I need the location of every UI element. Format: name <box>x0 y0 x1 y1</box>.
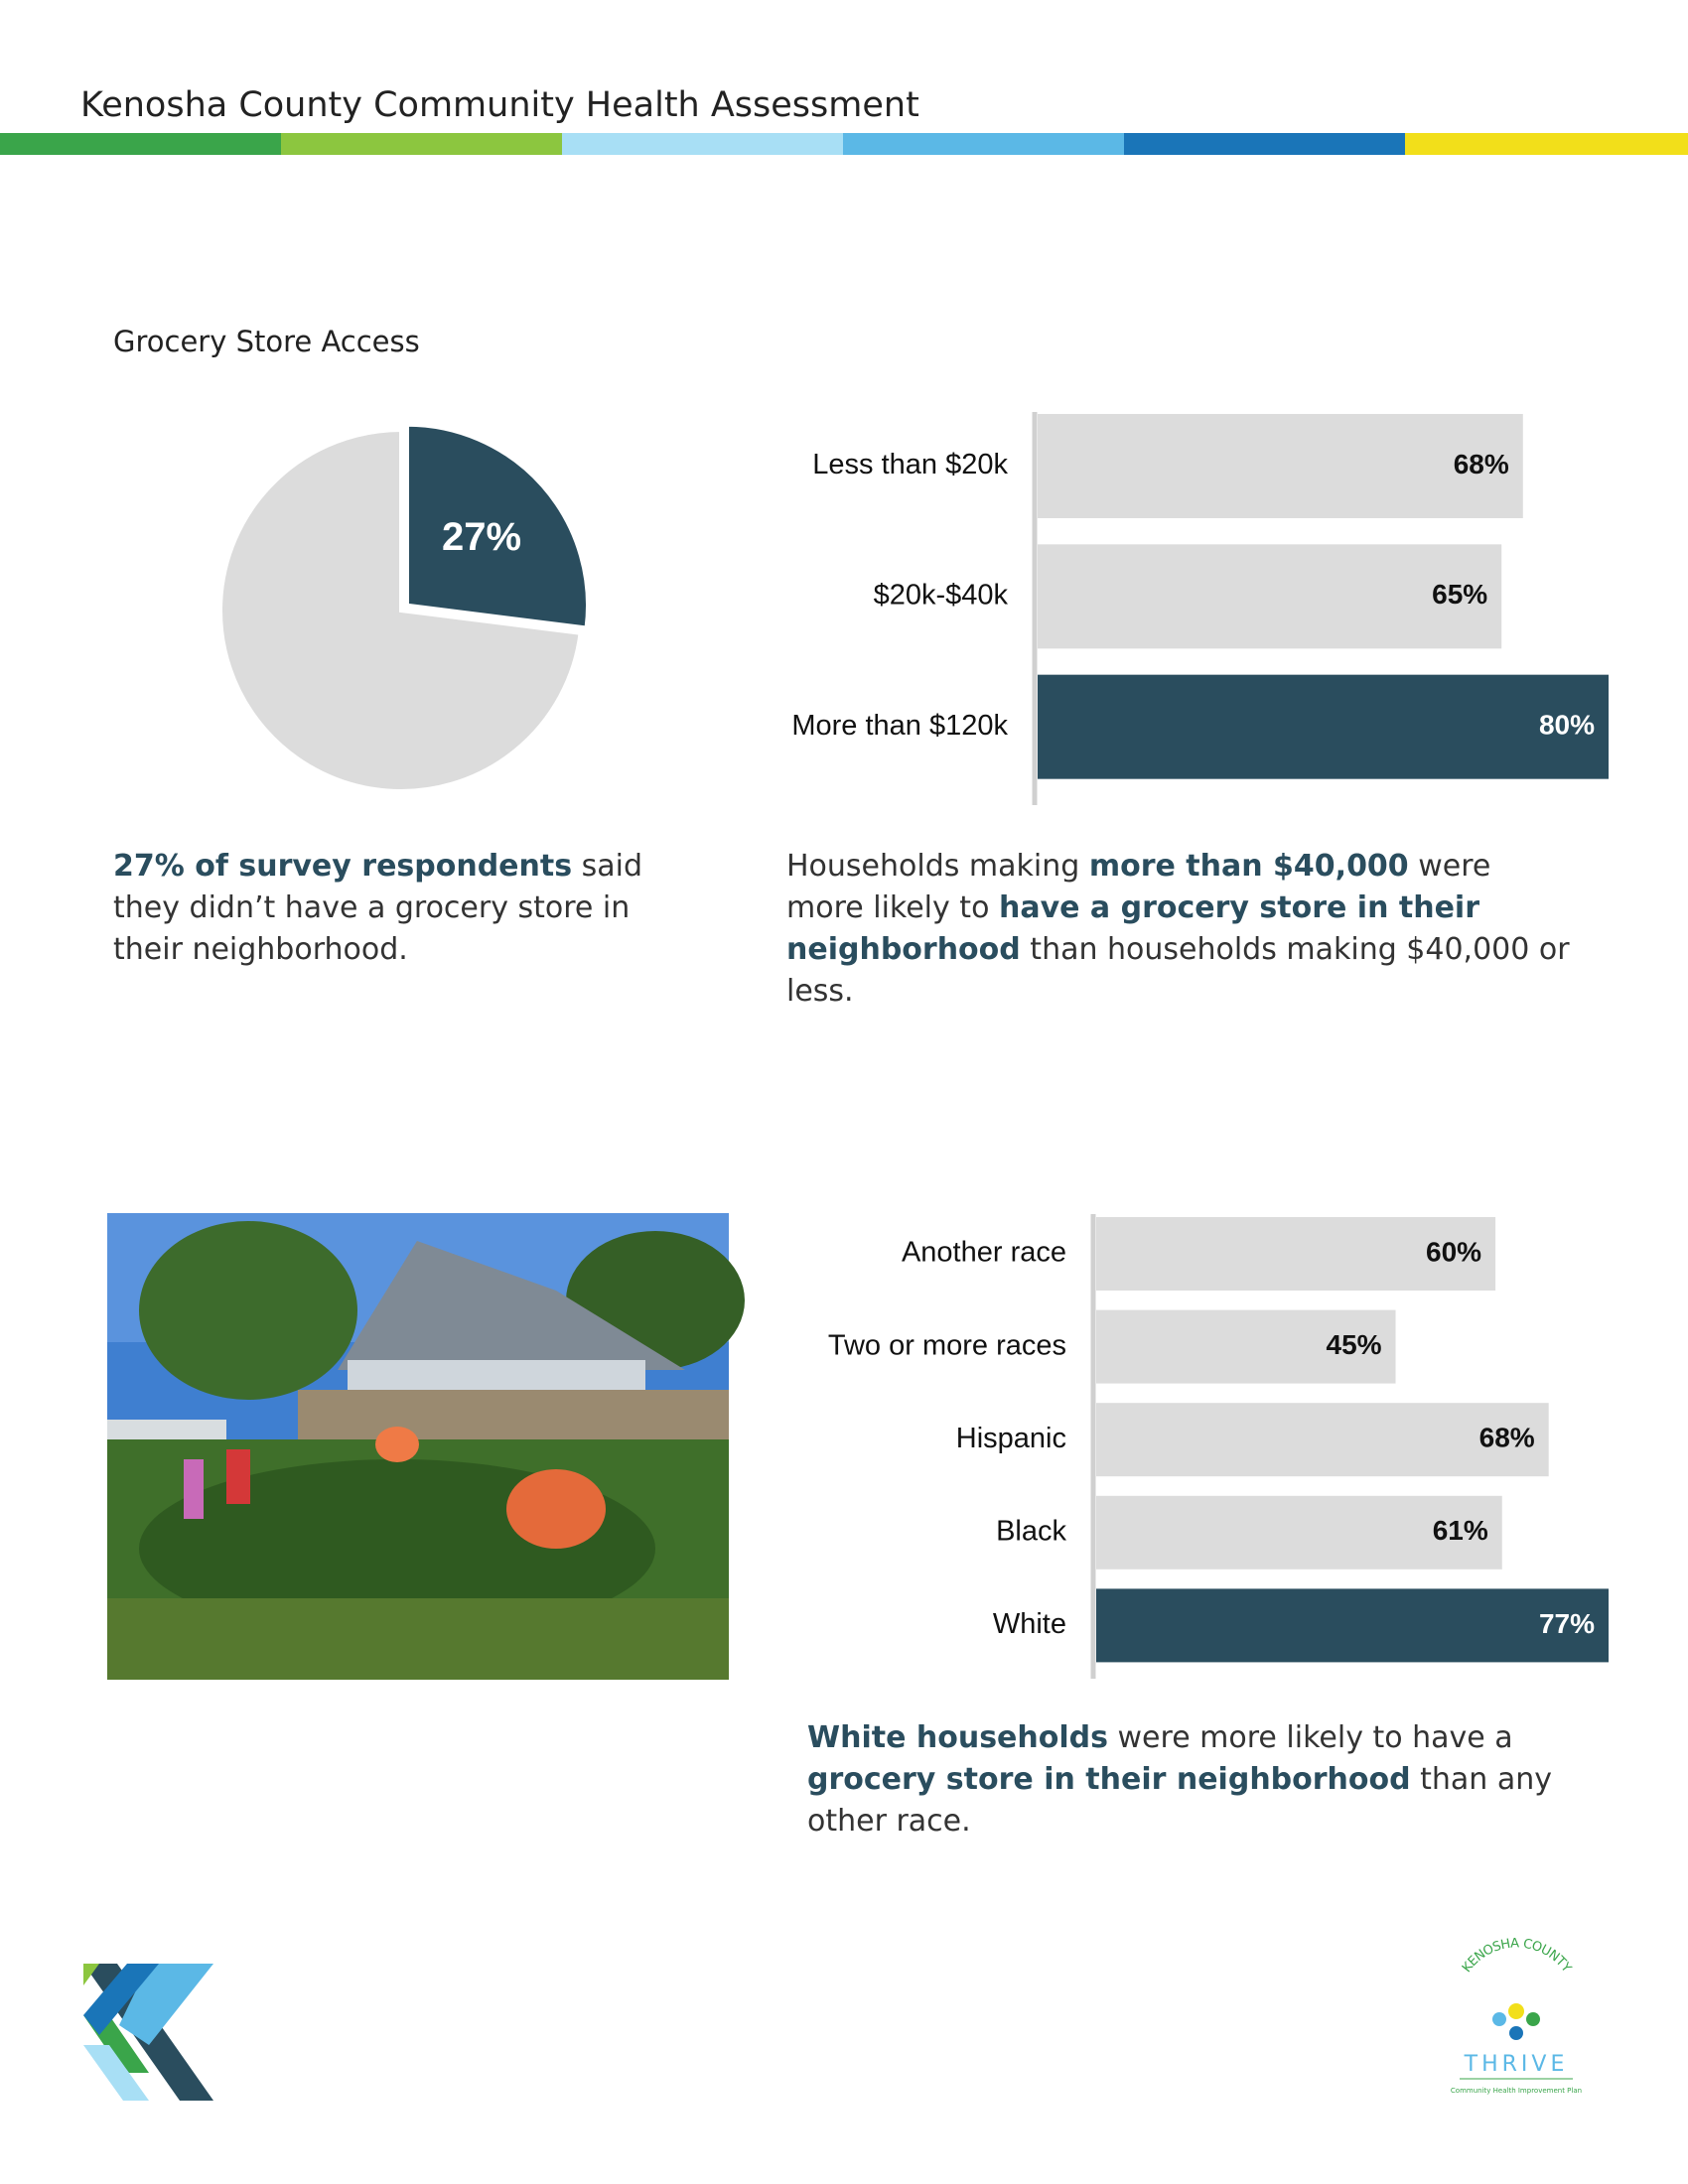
caption-text: said they didn’t have a grocery store in… <box>113 849 643 967</box>
data-label: 80% <box>1539 710 1595 741</box>
bar <box>1096 1403 1549 1477</box>
category-label: Hispanic <box>956 1423 1066 1454</box>
category-label: Less than $20k <box>812 449 1008 480</box>
color-band <box>0 133 1688 155</box>
caption-text: were more likely to <box>786 849 1491 925</box>
section-title: Grocery Store Access <box>113 325 420 358</box>
caption-text: grocery store in their neighborhood <box>807 1762 1411 1797</box>
data-label: 60% <box>1426 1236 1481 1267</box>
logo-sub: Community Health Improvement Plan <box>1451 2087 1582 2095</box>
data-label: 68% <box>1454 449 1509 479</box>
category-label: White <box>993 1608 1066 1640</box>
caption-text: more than $40,000 <box>1088 849 1409 884</box>
category-label: $20k-$40k <box>874 579 1009 611</box>
data-label: 65% <box>1432 579 1487 610</box>
caption-text: than any other race. <box>807 1762 1553 1839</box>
category-label: Black <box>996 1515 1066 1547</box>
caption-text: Households making <box>786 849 1089 884</box>
logo-word: THRIVE <box>1464 2052 1569 2077</box>
category-label: Two or more races <box>828 1329 1066 1361</box>
bar <box>1038 414 1523 518</box>
caption: Households making more than $40,000 were… <box>786 846 1571 1013</box>
category-label: More than $120k <box>791 710 1008 742</box>
category-label: Another race <box>902 1237 1066 1269</box>
thrive-logo: KENOSHA COUNTY THRIVE Community Health I… <box>1451 1936 1582 2095</box>
header-title: Kenosha County Community Health Assessme… <box>80 85 919 125</box>
county-logo <box>83 1964 213 2101</box>
pie-slice <box>218 427 583 793</box>
data-label: 27% <box>442 515 521 559</box>
data-label: 68% <box>1479 1423 1535 1453</box>
bar <box>1096 1495 1502 1570</box>
caption-text: than households making $40,000 or less. <box>786 932 1570 1009</box>
bar <box>1096 1588 1609 1663</box>
bar <box>1096 1309 1396 1384</box>
bar <box>1096 1217 1496 1291</box>
data-label: 77% <box>1539 1608 1595 1639</box>
pie-slice <box>405 422 590 630</box>
caption-text: 27% of survey respondents <box>113 849 573 884</box>
caption: 27% of survey respondents said they didn… <box>113 846 689 971</box>
caption-text: have a grocery store in their neighborho… <box>786 890 1480 967</box>
caption: White households were more likely to hav… <box>807 1717 1602 1843</box>
photo <box>107 1213 745 1680</box>
caption-text: White households <box>807 1720 1108 1755</box>
logo-arc: KENOSHA COUNTY <box>1460 1936 1575 1976</box>
bar <box>1038 674 1609 779</box>
caption-text: were more likely to have a <box>1107 1720 1513 1755</box>
bar <box>1038 544 1502 649</box>
data-label: 61% <box>1433 1515 1488 1546</box>
data-label: 45% <box>1327 1329 1382 1360</box>
logo-arc-text: KENOSHA COUNTY <box>1460 1936 1575 1976</box>
